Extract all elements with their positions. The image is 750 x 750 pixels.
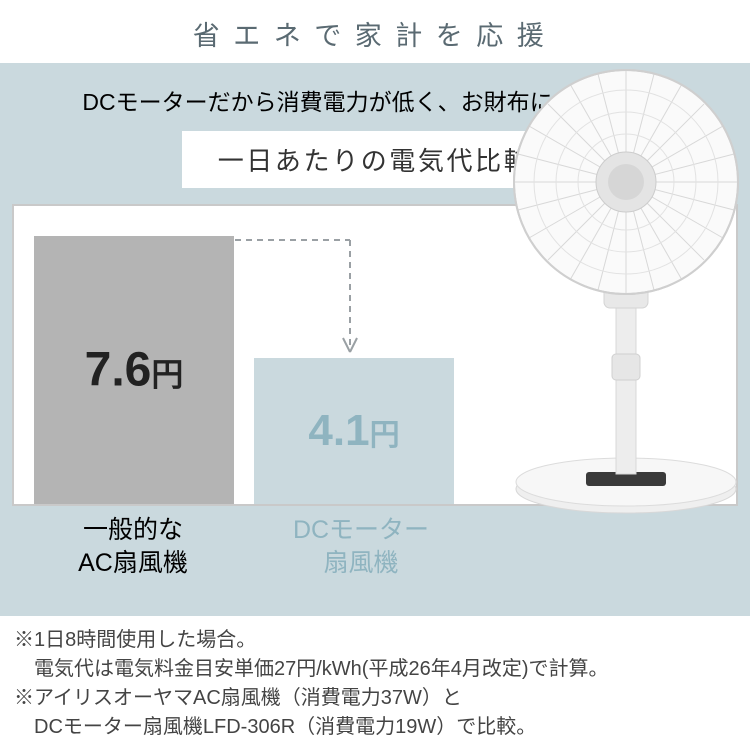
caption-ac-line1: 一般的な — [83, 516, 183, 544]
bar-ac-number: 7.6 — [85, 344, 152, 397]
main-title: 省エネで家計を応援 — [0, 0, 750, 63]
footnote-line: DCモーター扇風機LFD-306R（消費電力19W）で比較。 — [14, 713, 736, 742]
caption-dc-line1: DCモーター — [293, 516, 429, 544]
mid-panel: DCモーターだから消費電力が低く、お財布にやさしい。 一日あたりの電気代比較 7… — [0, 63, 750, 616]
bars-container: 7.6円 4.1円 — [14, 206, 444, 504]
footnote-line: ※アイリスオーヤマAC扇風機（消費電力37W）と — [14, 684, 736, 713]
fan-illustration-icon — [486, 64, 750, 514]
footnote-line: ※1日8時間使用した場合。 — [14, 626, 736, 655]
bar-dc-unit: 円 — [370, 419, 400, 452]
caption-ac: 一般的な AC扇風機 — [28, 514, 238, 579]
caption-dc: DCモーター 扇風機 — [256, 514, 466, 579]
footnotes: ※1日8時間使用した場合。 電気代は電気料金目安単価27円/kWh(平成26年4… — [0, 616, 750, 750]
caption-row: 一般的な AC扇風機 DCモーター 扇風機 — [12, 514, 738, 579]
bar-ac-unit: 円 — [151, 357, 183, 393]
footnote-line: 電気代は電気料金目安単価27円/kWh(平成26年4月改定)で計算。 — [14, 655, 736, 684]
bar-ac: 7.6円 — [34, 236, 234, 504]
chart-box: 7.6円 4.1円 — [12, 204, 738, 506]
bar-dc-value: 4.1円 — [254, 406, 454, 456]
bar-dc: 4.1円 — [254, 358, 454, 504]
infographic-root: 省エネで家計を応援 DCモーターだから消費電力が低く、お財布にやさしい。 一日あ… — [0, 0, 750, 750]
caption-dc-line2: 扇風機 — [323, 549, 398, 577]
caption-ac-line2: AC扇風機 — [78, 549, 188, 577]
bar-dc-number: 4.1 — [308, 406, 369, 455]
bar-ac-value: 7.6円 — [34, 343, 234, 398]
